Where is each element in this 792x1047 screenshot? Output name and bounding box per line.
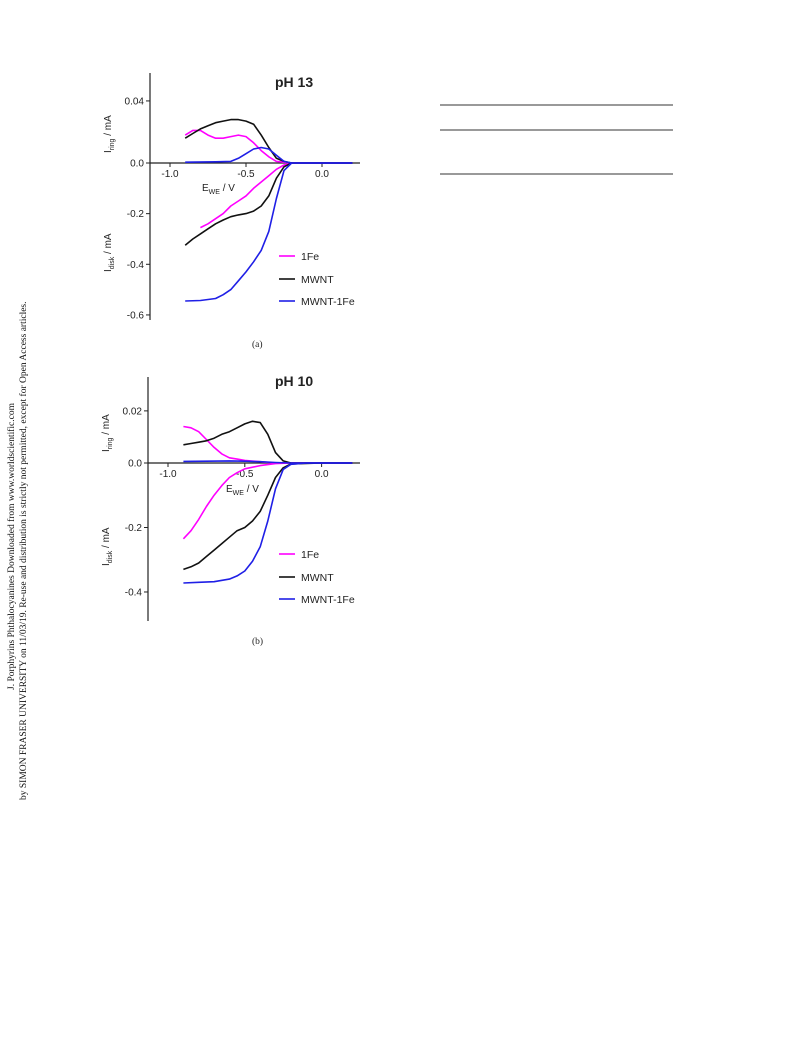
series-line-mwnt-ring xyxy=(184,118,353,164)
x-tick-label: -1.0 xyxy=(161,169,179,180)
panel-b-legend: 1Fe MWNT MWNT-1Fe xyxy=(279,549,355,606)
panel-b-x-ticks: -1.0 -0.5 0.0 xyxy=(159,463,329,480)
series-line-mwnt-1fe-disk xyxy=(185,162,353,302)
panel-b-y-ticks: 0.0 0.02 -0.2 -0.4 xyxy=(123,406,148,598)
chart-panel-b: pH 10 -1.0 -0.5 0.0 0.0 0.02 -0.2 -0.4 EWE / … xyxy=(101,373,360,647)
series-line-mwnt-disk xyxy=(184,162,353,246)
disk-tick-label: -0.4 xyxy=(127,260,145,271)
series-line-1fe-disk xyxy=(200,162,353,229)
side-note-line-2: by SIMON FRASER UNIVERSITY on 11/03/19. … xyxy=(18,301,29,800)
legend-label-1fe: 1Fe xyxy=(301,251,319,263)
x-tick-label: 0.0 xyxy=(315,169,329,180)
ring-tick-label: 0.04 xyxy=(125,96,145,107)
disk-tick-label: -0.2 xyxy=(125,523,143,534)
series-line-1fe-ring xyxy=(183,425,353,464)
panel-b-ring-label: Iring / mA xyxy=(101,414,114,452)
panel-b-caption: (b) xyxy=(252,636,263,647)
panel-a-title: pH 13 xyxy=(275,74,313,90)
panel-a-y-ticks: 0.0 0.04 -0.2 -0.4 -0.6 xyxy=(125,96,150,321)
ring-tick-label: 0.0 xyxy=(130,159,144,170)
legend-label-1fe: 1Fe xyxy=(301,549,319,561)
legend-label-mwnt-1fe: MWNT-1Fe xyxy=(301,594,355,606)
panel-b-title: pH 10 xyxy=(275,373,313,389)
legend-label-mwnt-1fe: MWNT-1Fe xyxy=(301,296,355,308)
disk-tick-label: -0.2 xyxy=(127,209,145,220)
series-line-1fe-ring xyxy=(184,129,353,164)
legend-label-mwnt: MWNT xyxy=(301,274,334,286)
chart-panel-a: pH 13 -1.0 -0.5 0.0 0.0 0.04 -0.2 -0.4 -0.6 EW… xyxy=(103,73,360,350)
series-line-mwnt-1fe-ring xyxy=(183,460,353,464)
panel-a-ring-label: Iring / mA xyxy=(103,115,116,153)
x-tick-label: -0.5 xyxy=(237,169,255,180)
series-line-mwnt-disk xyxy=(183,462,353,571)
legend-label-mwnt: MWNT xyxy=(301,572,334,584)
ring-tick-label: 0.02 xyxy=(123,406,143,417)
ring-tick-label: 0.0 xyxy=(128,459,142,470)
series-line-mwnt-1fe-ring xyxy=(185,146,353,164)
panel-a-series-lines xyxy=(184,118,353,302)
x-tick-label: -1.0 xyxy=(159,469,177,480)
disk-tick-label: -0.6 xyxy=(127,310,145,321)
panel-b-xlabel: EWE / V xyxy=(226,484,259,497)
series-line-mwnt-1fe-disk xyxy=(183,462,353,584)
panel-b-disk-label: Idisk / mA xyxy=(101,527,114,566)
series-line-mwnt-ring xyxy=(183,420,353,464)
panel-a-caption: (a) xyxy=(252,339,263,350)
panel-a-xlabel: EWE / V xyxy=(202,183,235,196)
series-line-1fe-disk xyxy=(182,462,353,540)
panel-a-x-ticks: -1.0 -0.5 0.0 xyxy=(161,163,329,180)
x-tick-label: -0.5 xyxy=(236,469,254,480)
panel-a-disk-label: Idisk / mA xyxy=(103,233,116,272)
panel-a-legend: 1Fe MWNT MWNT-1Fe xyxy=(279,251,355,308)
side-note-line-1: J. Porphyrins Phthalocyanines Downloaded… xyxy=(6,402,17,690)
x-tick-label: 0.0 xyxy=(315,469,329,480)
disk-tick-label: -0.4 xyxy=(125,587,143,598)
panel-b-series-lines xyxy=(182,420,353,584)
